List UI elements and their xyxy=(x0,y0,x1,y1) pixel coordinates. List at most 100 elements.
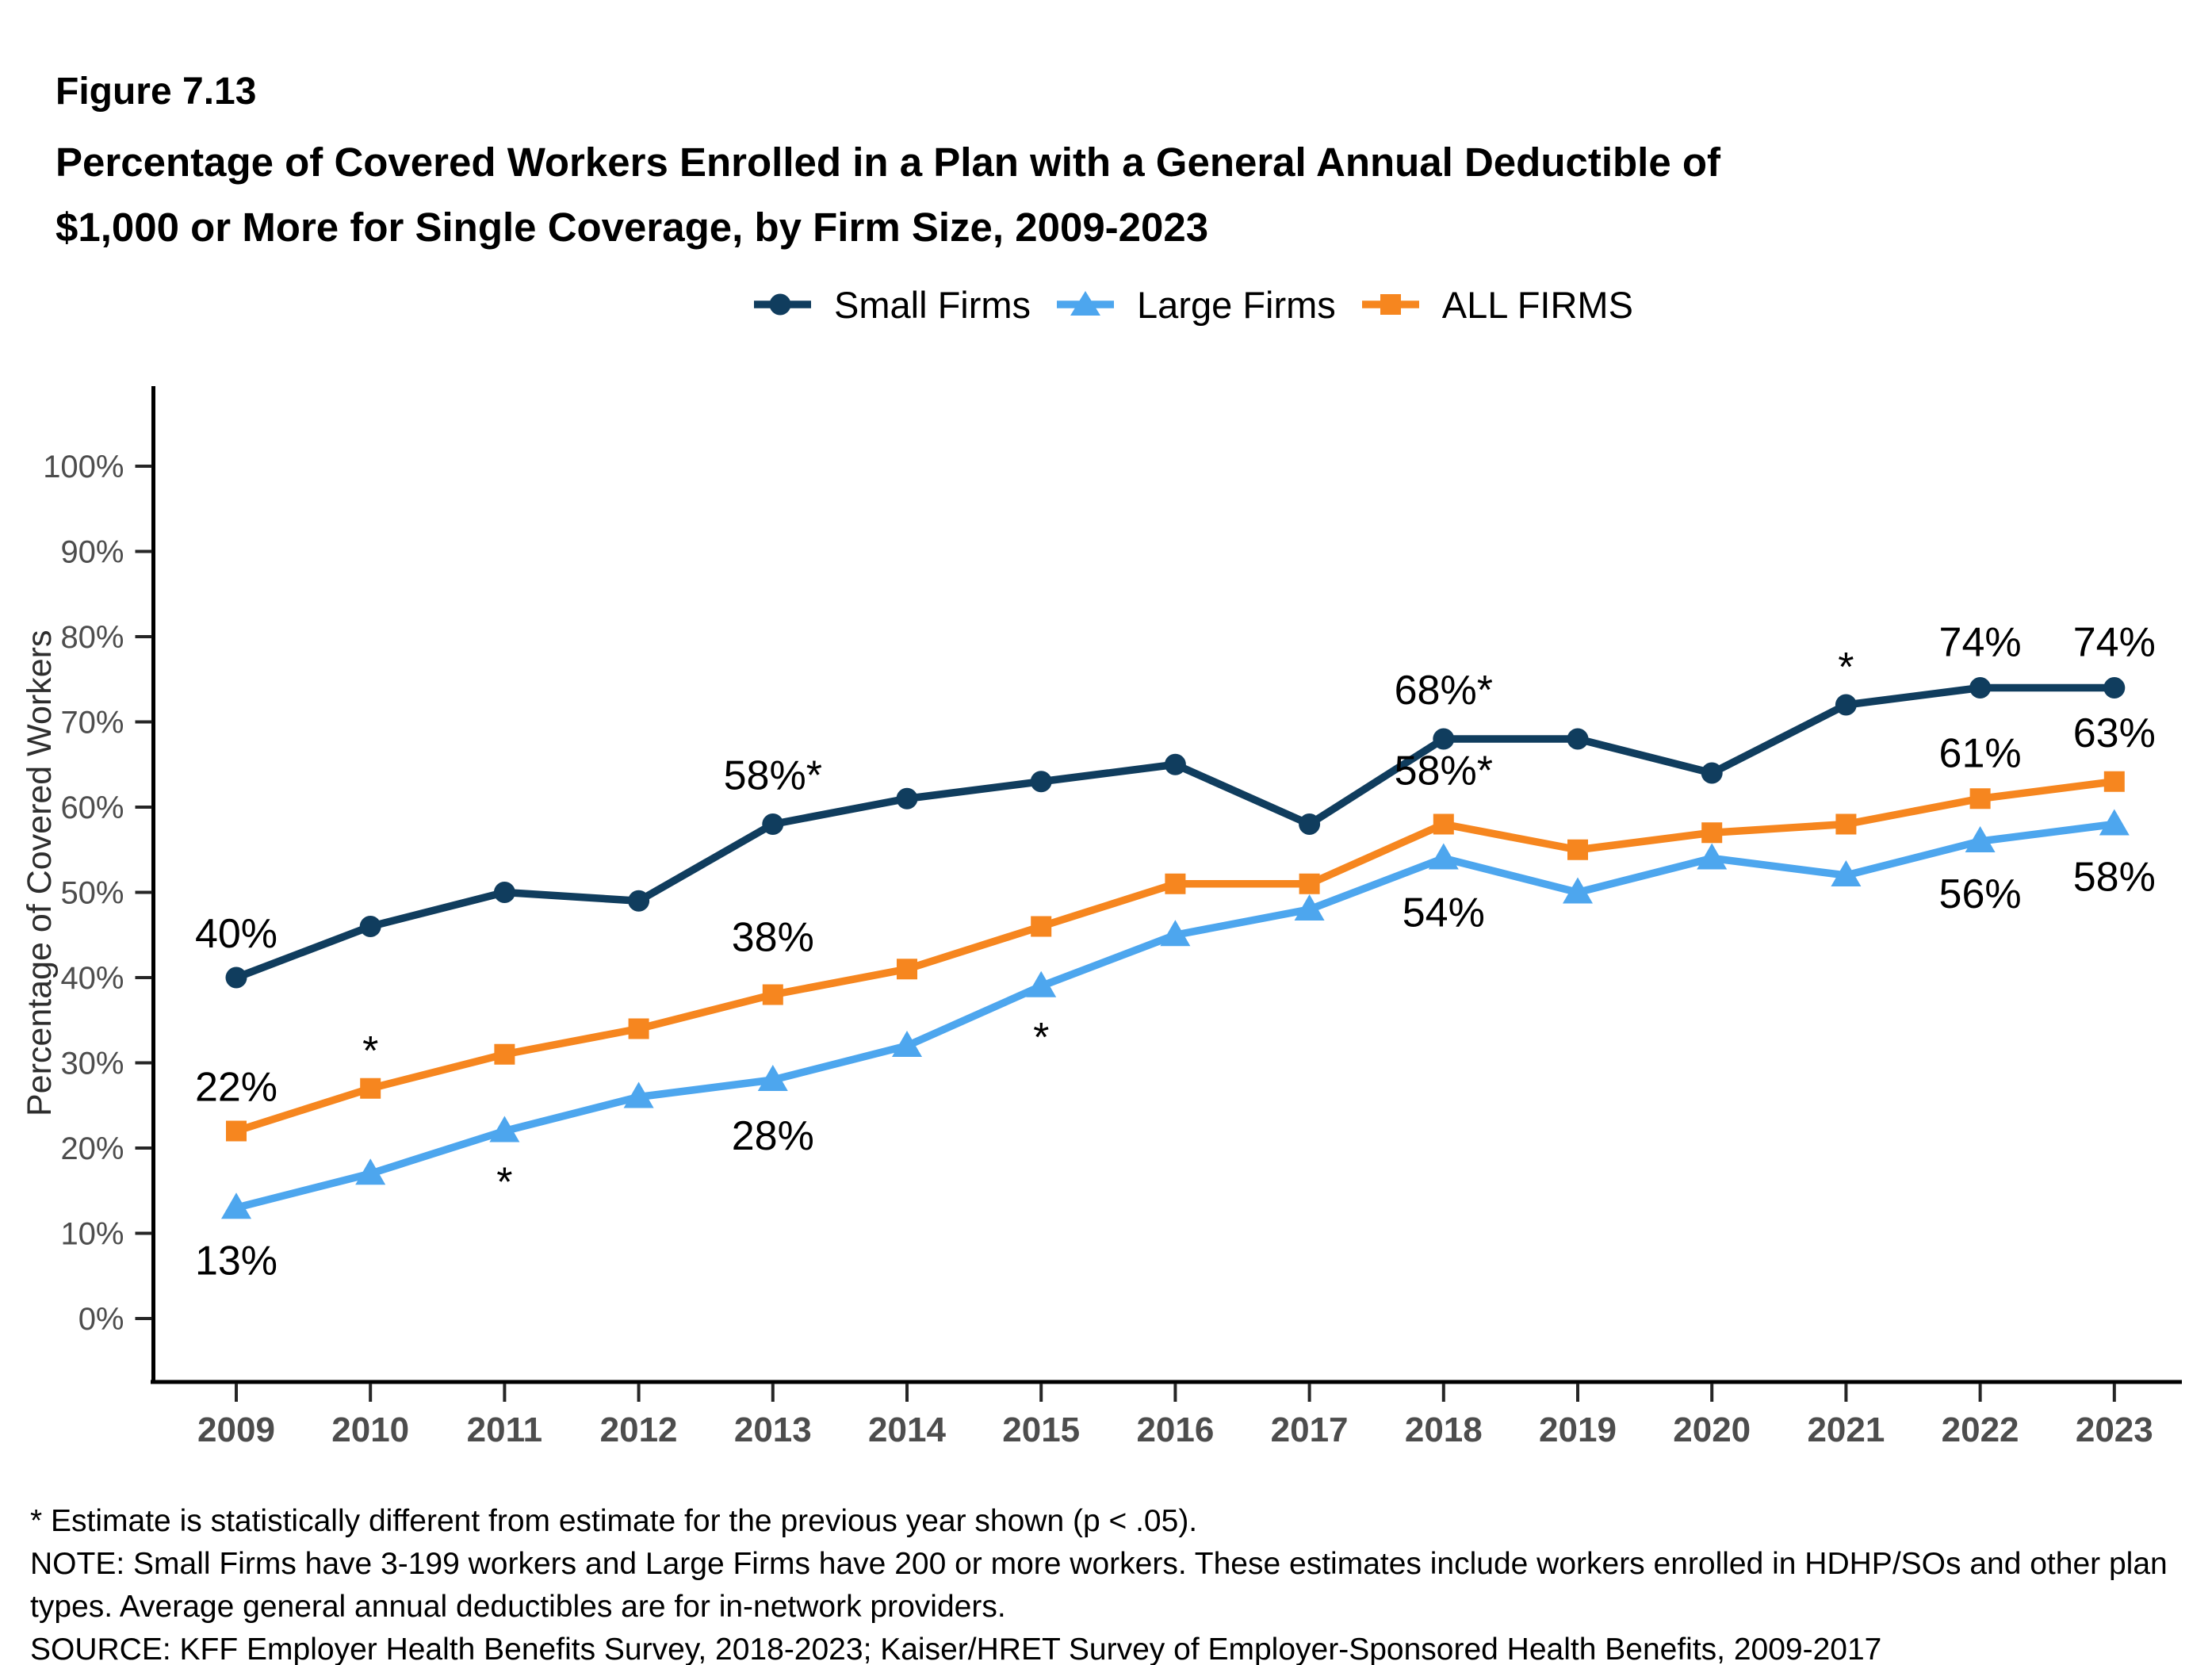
annotation-label: 28% xyxy=(732,1113,814,1159)
data-point-small-firms xyxy=(359,916,381,937)
figure-number: Figure 7.13 xyxy=(55,71,257,113)
legend-label-all-firms: ALL FIRMS xyxy=(1441,283,1633,326)
data-point-all-firms xyxy=(1299,873,1320,894)
annotation-label: * xyxy=(1838,645,1854,691)
y-tick-label: 90% xyxy=(60,535,124,570)
x-tick-label: 2020 xyxy=(1673,1410,1751,1449)
data-point-large-firms xyxy=(757,1065,788,1091)
x-tick-label: 2018 xyxy=(1405,1410,1483,1449)
legend-label-small-firms: Small Firms xyxy=(834,283,1031,326)
annotation-label: * xyxy=(496,1160,512,1206)
annotation-label: 74% xyxy=(2073,620,2156,666)
data-point-all-firms xyxy=(1433,813,1454,835)
data-point-all-firms xyxy=(1165,873,1186,894)
x-tick-label: 2023 xyxy=(2076,1410,2153,1449)
annotation-label: 61% xyxy=(1939,730,2022,776)
footnote-note-line-2: types. Average general annual deductible… xyxy=(30,1590,1006,1624)
large-firms-line-triangle-marker-icon xyxy=(1057,291,1115,316)
data-point-small-firms xyxy=(2103,677,2126,699)
data-point-all-firms xyxy=(494,1043,515,1065)
data-point-all-firms xyxy=(762,984,783,1005)
data-point-all-firms xyxy=(1701,822,1723,844)
chart-title-line-1: Percentage of Covered Workers Enrolled i… xyxy=(55,140,1720,185)
data-point-all-firms xyxy=(1969,788,1991,810)
y-tick-label: 0% xyxy=(78,1302,124,1337)
x-tick-label: 2019 xyxy=(1539,1410,1617,1449)
annotation-label: 68%* xyxy=(1395,668,1493,714)
data-point-all-firms xyxy=(360,1077,381,1099)
x-tick-label: 2017 xyxy=(1271,1410,1349,1449)
x-tick-label: 2022 xyxy=(1942,1410,2019,1449)
series-line-all-firms xyxy=(232,778,2118,1135)
data-point-small-firms xyxy=(1701,762,1723,784)
data-point-all-firms xyxy=(897,959,917,980)
data-point-large-firms xyxy=(1294,894,1325,921)
data-point-small-firms xyxy=(628,890,650,912)
annotation-label: 13% xyxy=(195,1238,277,1284)
y-tick-label: 20% xyxy=(60,1131,124,1166)
y-tick-label: 80% xyxy=(60,620,124,655)
footnote-source: SOURCE: KFF Employer Health Benefits Sur… xyxy=(30,1632,1882,1665)
y-tick-label: 60% xyxy=(60,790,124,825)
annotation-label: 74% xyxy=(1939,620,2022,666)
annotation-label: 40% xyxy=(195,911,277,957)
all-firms-line-square-marker-icon xyxy=(1361,294,1419,315)
data-point-small-firms xyxy=(1567,728,1589,750)
data-point-small-firms xyxy=(896,787,918,810)
chart-title-line-2: $1,000 or More for Single Coverage, by F… xyxy=(55,205,1209,250)
data-point-large-firms xyxy=(1697,843,1728,870)
y-tick-label: 100% xyxy=(43,450,124,484)
data-point-large-firms xyxy=(1563,877,1593,904)
legend-item-small-firms: Small Firms xyxy=(752,283,1031,327)
data-point-large-firms xyxy=(892,1031,922,1057)
data-point-all-firms xyxy=(1835,813,1857,835)
data-point-all-firms xyxy=(226,1120,247,1142)
legend-item-all-firms: ALL FIRMS xyxy=(1360,283,1633,327)
footnote-significance: * Estimate is statistically different fr… xyxy=(30,1504,1198,1538)
data-point-all-firms xyxy=(1567,839,1588,860)
data-point-small-firms xyxy=(762,813,784,835)
annotation-label: * xyxy=(362,1028,378,1074)
x-tick-label: 2021 xyxy=(1807,1410,1885,1449)
x-tick-label: 2010 xyxy=(331,1410,409,1449)
data-point-small-firms xyxy=(1164,753,1186,775)
data-point-small-firms xyxy=(1299,813,1321,835)
annotation-label: 58%* xyxy=(1395,748,1493,794)
data-point-large-firms xyxy=(355,1158,386,1185)
annotation-label: 63% xyxy=(2073,710,2156,756)
annotation-label: * xyxy=(1033,1015,1049,1061)
legend-label-large-firms: Large Firms xyxy=(1137,283,1336,326)
chart-title: Percentage of Covered Workers Enrolled i… xyxy=(55,130,1720,260)
y-tick-label: 50% xyxy=(60,876,124,911)
data-point-all-firms xyxy=(628,1018,649,1039)
footnote-note-line-1: NOTE: Small Firms have 3-199 workers and… xyxy=(30,1547,2168,1581)
data-point-small-firms xyxy=(1433,728,1455,750)
x-tick-label: 2012 xyxy=(600,1410,678,1449)
x-tick-label: 2013 xyxy=(734,1410,812,1449)
y-tick-label: 30% xyxy=(60,1047,124,1081)
data-point-small-firms xyxy=(493,882,515,903)
data-point-large-firms xyxy=(1831,860,1862,886)
data-point-large-firms xyxy=(2099,809,2130,836)
annotation-label: 58%* xyxy=(724,753,822,799)
data-point-large-firms xyxy=(1026,970,1057,997)
data-point-large-firms xyxy=(1965,826,1996,852)
annotation-label: 38% xyxy=(732,915,814,961)
annotation-label: 54% xyxy=(1403,890,1485,936)
data-point-small-firms xyxy=(1835,694,1857,716)
data-point-all-firms xyxy=(1031,916,1052,937)
small-firms-line-circle-marker-icon xyxy=(754,293,811,316)
data-point-large-firms xyxy=(221,1192,251,1219)
annotation-label: 22% xyxy=(195,1065,277,1111)
annotation-label: 56% xyxy=(1939,871,2022,917)
annotation-label: 58% xyxy=(2073,855,2156,901)
y-tick-label: 10% xyxy=(60,1217,124,1252)
data-point-small-firms xyxy=(225,966,247,989)
x-tick-label: 2015 xyxy=(1002,1410,1080,1449)
data-point-small-firms xyxy=(1030,771,1052,793)
x-tick-label: 2014 xyxy=(868,1410,946,1449)
x-tick-label: 2011 xyxy=(467,1410,542,1449)
data-point-large-firms xyxy=(1428,843,1459,870)
